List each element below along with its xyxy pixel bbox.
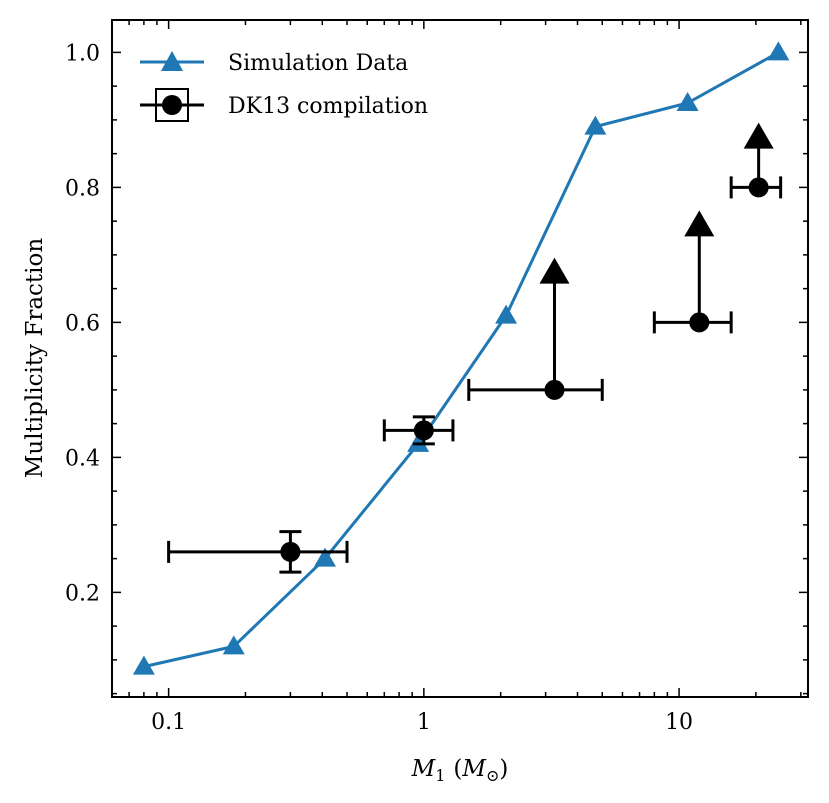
legend-marker-simulation — [161, 51, 183, 71]
legend-label-simulation: Simulation Data — [228, 51, 408, 76]
simulation-point — [767, 41, 790, 61]
y-tick-label: 1.0 — [65, 41, 100, 66]
series-dk13-compilation — [167, 122, 783, 574]
legend-label-dk13: DK13 compilation — [228, 94, 428, 119]
simulation-line — [143, 51, 780, 669]
y-tick-label: 0.2 — [65, 581, 100, 606]
legend-marker-dk13 — [162, 95, 182, 115]
y-tick-label: 0.6 — [65, 311, 100, 336]
dk13-point — [544, 379, 565, 400]
dk13-point — [280, 541, 301, 562]
x-tick-label: 10 — [665, 710, 693, 735]
x-tick-label: 0.1 — [151, 710, 186, 735]
legend: Simulation Data DK13 compilation — [140, 51, 428, 122]
simulation-point — [132, 655, 155, 675]
dk13-point — [689, 312, 710, 333]
y-tick-label: 0.8 — [65, 176, 100, 201]
axis-ticks — [111, 20, 808, 697]
dk13-limit-arrowhead — [539, 257, 570, 284]
simulation-point — [676, 92, 699, 112]
simulation-point — [584, 115, 607, 135]
tick-labels: 0.2 0.4 0.6 0.8 1.0 0.1 1 10 — [65, 41, 693, 735]
dk13-point — [748, 177, 769, 198]
y-axis-label: Multiplicity Fraction — [22, 238, 48, 479]
plot-frame — [111, 19, 809, 698]
legend-errorbox-dk13 — [155, 88, 189, 122]
simulation-point — [222, 635, 245, 655]
series-simulation-data — [132, 41, 790, 675]
simulation-point — [314, 547, 337, 567]
dk13-point — [413, 420, 434, 441]
x-tick-label: 1 — [417, 710, 431, 735]
dk13-limit-arrowhead — [743, 122, 774, 149]
dk13-limit-arrowhead — [684, 210, 715, 237]
simulation-point — [495, 304, 518, 324]
y-tick-label: 0.4 — [65, 446, 100, 471]
x-axis-label: M1 (M⊙) — [411, 756, 509, 785]
